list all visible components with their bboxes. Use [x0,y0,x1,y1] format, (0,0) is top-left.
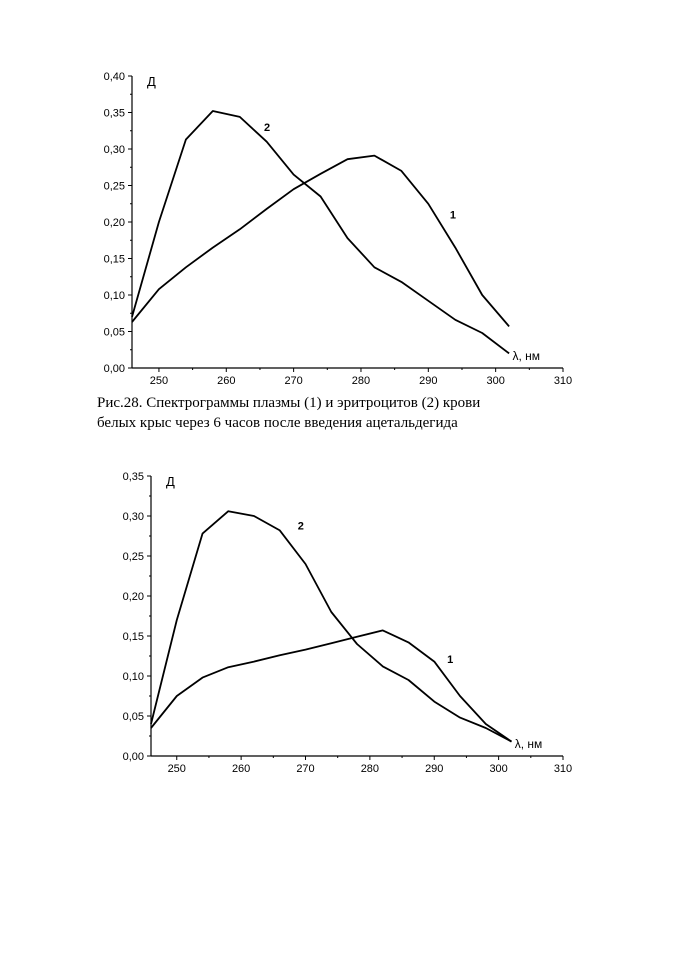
series-line-1 [131,154,510,327]
caption-line-1: Рис.28. Спектрограммы плазмы (1) и эритр… [97,395,481,411]
y-tick-label: 0,25 [104,181,125,193]
x-tick-label: 300 [489,763,507,775]
x-axis-label: λ, нм [512,349,540,363]
figure-caption: Рис.28. Спектрограммы плазмы (1) и эритр… [97,393,597,433]
series-label-1: 1 [450,209,456,221]
series-line-2 [150,510,512,743]
chart-2-svg: 0,00 0,05 0,10 0,15 0,20 0,25 0,30 0,35 250 260 27… [123,471,573,775]
caption-line-2: белых крыс через 6 часов после введения … [97,415,458,431]
x-axis-label: λ, нм [515,737,543,751]
y-tick-label: 0,15 [123,631,144,643]
series-label-2: 2 [264,122,270,134]
spectrogram-chart-1: 0,00 0,05 0,10 0,15 0,20 0,25 0,30 0,35 0,40 250 2… [0,0,678,390]
y-tick-label: 0,00 [123,751,144,763]
x-tick-label: 250 [168,763,186,775]
x-tick-label: 250 [150,375,168,387]
x-tick-label: 310 [554,763,572,775]
x-tick-label: 310 [554,375,572,387]
y-tick-label: 0,30 [123,511,144,523]
y-tick-label: 0,35 [123,471,144,483]
x-tick-label: 280 [352,375,370,387]
x-tick-label: 270 [284,375,302,387]
series-line-1 [150,629,513,743]
y-tick-label: 0,20 [104,217,125,229]
x-tick-label: 260 [232,763,250,775]
x-tick-label: 260 [217,375,235,387]
x-tick-label: 290 [425,763,443,775]
y-tick-label: 0,40 [104,71,125,83]
y-tick-label: 0,15 [104,254,125,266]
y-tick-label: 0,35 [104,108,125,120]
x-tick-label: 300 [486,375,504,387]
series-line-2 [131,110,510,355]
y-tick-label: 0,10 [123,671,144,683]
chart-1-svg: 0,00 0,05 0,10 0,15 0,20 0,25 0,30 0,35 0,40 250 2… [104,71,573,387]
y-tick-label: 0,25 [123,551,144,563]
y-tick-label: 0,00 [104,363,125,375]
y-tick-label: 0,30 [104,144,125,156]
x-tick-label: 270 [296,763,314,775]
x-tick-label: 290 [419,375,437,387]
series-label-2: 2 [298,521,304,533]
y-tick-label: 0,05 [104,327,125,339]
x-tick-label: 280 [361,763,379,775]
y-axis-label: Д [166,474,175,489]
y-axis-label: Д [147,74,156,89]
y-tick-label: 0,20 [123,591,144,603]
spectrogram-chart-2: 0,00 0,05 0,10 0,15 0,20 0,25 0,30 0,35 250 260 27… [0,462,678,782]
series-label-1: 1 [447,654,453,666]
y-tick-label: 0,05 [123,711,144,723]
y-tick-label: 0,10 [104,290,125,302]
